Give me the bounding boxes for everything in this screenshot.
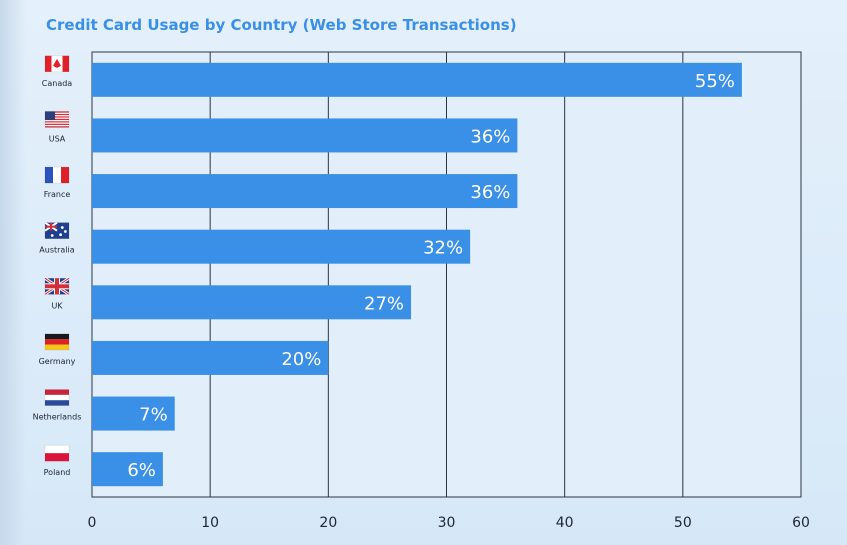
bar [92, 62, 742, 97]
data-label: 55% [695, 71, 735, 92]
netherlands-flag-icon [44, 389, 70, 406]
y-category-label: Australia [39, 246, 74, 255]
canada-flag-icon [44, 55, 70, 73]
data-label: 27% [364, 293, 404, 314]
x-tick-label: 20 [319, 515, 337, 531]
bar [92, 285, 412, 320]
bar [92, 174, 518, 209]
left-edge-shadow [0, 0, 26, 545]
y-category-label: USA [49, 134, 66, 143]
x-tick-label: 60 [792, 515, 810, 531]
usa-flag-icon [44, 111, 70, 128]
y-category-label: UK [51, 301, 63, 310]
uk-flag-icon [44, 277, 70, 296]
x-tick-label: 30 [438, 515, 456, 531]
y-category-label: Canada [42, 79, 73, 88]
data-label: 7% [139, 405, 168, 426]
y-category-label: Netherlands [33, 413, 82, 422]
bar [92, 229, 471, 264]
germany-flag-icon [44, 333, 70, 351]
x-tick-label: 50 [674, 515, 692, 531]
data-label: 36% [470, 182, 510, 203]
data-label: 20% [281, 349, 321, 370]
chart-title: Credit Card Usage by Country (Web Store … [46, 16, 517, 34]
bar [92, 118, 518, 153]
data-label: 6% [127, 460, 156, 481]
data-label: 36% [470, 126, 510, 147]
bar [92, 396, 175, 431]
x-tick-label: 0 [88, 515, 97, 531]
y-category-label: Germany [39, 357, 76, 366]
australia-flag-icon [44, 221, 70, 239]
france-flag-icon [44, 166, 70, 184]
bar [92, 340, 329, 375]
y-category-label: Poland [44, 468, 71, 477]
poland-flag-icon [44, 444, 70, 462]
y-category-label: France [44, 190, 71, 199]
data-label: 32% [423, 238, 463, 259]
x-tick-label: 10 [201, 515, 219, 531]
x-tick-label: 40 [556, 515, 574, 531]
bar [92, 452, 163, 487]
